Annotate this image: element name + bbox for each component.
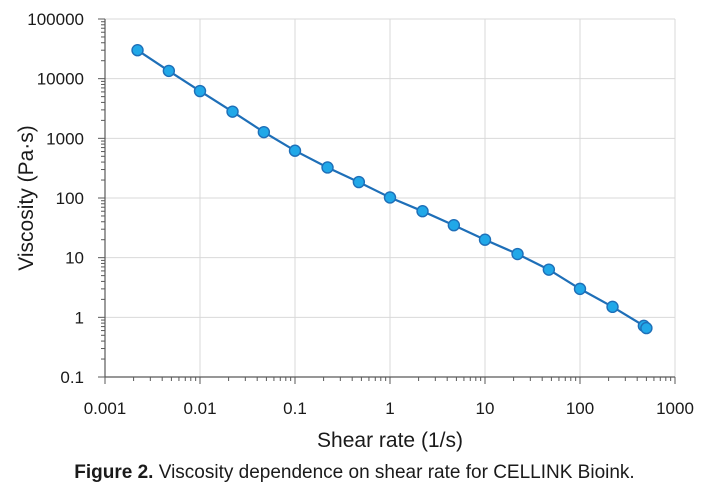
y-tick-label: 0.1 (60, 368, 84, 387)
data-point (131, 43, 144, 57)
x-tick-labels: 0.001 0.01 0.1 1 10 100 1000 (84, 399, 694, 418)
x-tick-label: 0.001 (84, 399, 127, 418)
data-point (288, 144, 302, 157)
data-point (257, 125, 271, 139)
y-tick-label: 100 (56, 189, 84, 208)
data-point (478, 233, 492, 246)
y-tick-label: 1 (75, 308, 84, 327)
x-axis-title: Shear rate (1/s) (317, 429, 463, 452)
data-point (640, 321, 653, 335)
data-point (573, 282, 587, 296)
data-point (416, 205, 429, 218)
axes (98, 18, 676, 384)
figure-caption-text: Viscosity dependence on shear rate for C… (158, 462, 635, 483)
series-line (136, 49, 648, 329)
y-tick-label: 10000 (37, 70, 84, 89)
data-point (511, 247, 524, 261)
x-tick-label: 100 (566, 399, 594, 418)
data-point (606, 300, 619, 314)
data-series (131, 43, 653, 335)
y-tick-label: 1000 (46, 129, 84, 148)
data-point (321, 161, 334, 174)
data-point (383, 191, 397, 204)
viscosity-chart: 0.001 0.01 0.1 1 10 100 1000 0.1 1 10 100 1000 1000… (15, 10, 694, 452)
x-tick-label: 0.01 (183, 399, 216, 418)
y-tick-labels: 0.1 1 10 100 1000 10000 100000 (27, 10, 84, 387)
y-axis-title: Viscosity (Pa·s) (15, 125, 38, 270)
figure-number: Figure 2. (74, 462, 154, 483)
data-point (226, 105, 239, 118)
x-tick-label: 10 (476, 399, 495, 418)
data-point (542, 263, 556, 276)
data-point (193, 84, 207, 98)
y-tick-label: 100000 (27, 10, 84, 29)
figure-caption: Figure 2. Viscosity dependence on shear … (0, 462, 709, 484)
y-tick-label: 10 (65, 249, 84, 268)
data-point (352, 175, 366, 189)
data-point (162, 64, 176, 78)
x-tick-label: 1 (385, 399, 394, 418)
data-point (447, 219, 461, 232)
x-tick-label: 0.1 (283, 399, 307, 418)
x-tick-label: 1000 (656, 399, 694, 418)
